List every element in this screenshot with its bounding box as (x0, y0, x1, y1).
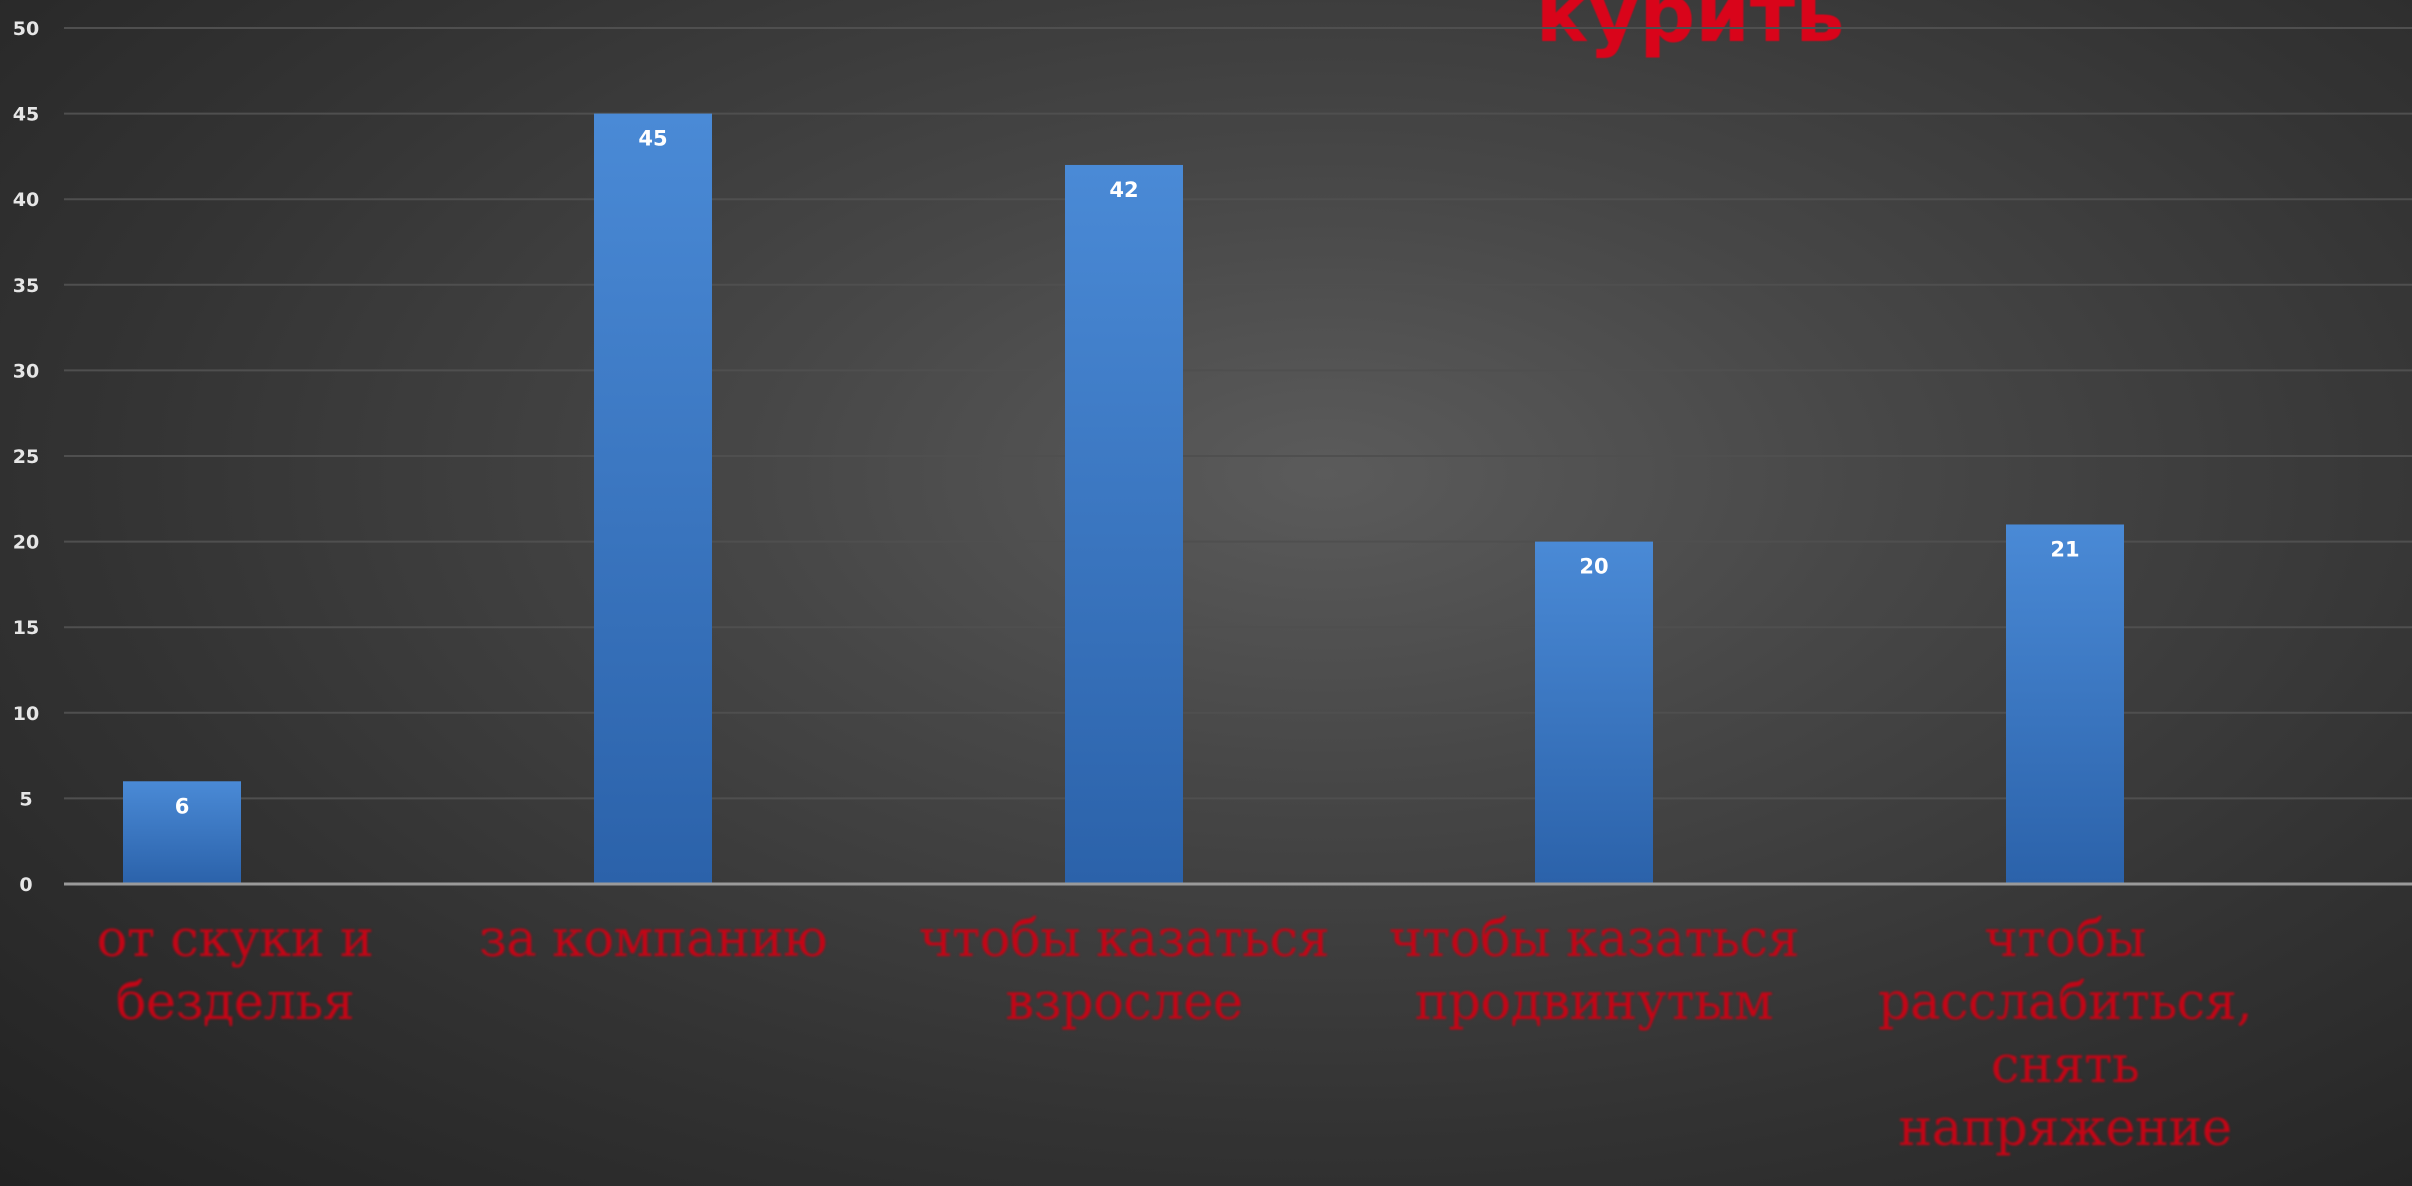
y-tick-label: 25 (13, 446, 39, 468)
y-tick-label: 45 (13, 104, 39, 126)
data-label: 42 (1109, 178, 1138, 202)
bar (594, 113, 712, 885)
y-axis-ticks: 0 5 10 15 20 25 30 35 40 45 50 (13, 18, 39, 896)
y-tick-label: 20 (13, 532, 39, 554)
y-tick-label: 35 (13, 275, 39, 297)
y-tick-label: 0 (19, 874, 32, 896)
y-tick-label: 15 (13, 617, 39, 639)
chart-title: курить (1535, 0, 1845, 60)
category-label-4: чтобы расслабиться, снять напряжение (1877, 910, 2253, 1158)
data-label: 20 (1579, 555, 1608, 579)
data-label: 21 (2050, 537, 2079, 561)
bar (123, 781, 241, 884)
bar (1535, 541, 1653, 884)
category-label-1: за компанию (479, 910, 827, 969)
bar (1065, 164, 1183, 884)
y-tick-label: 40 (13, 189, 39, 211)
data-label: 45 (638, 127, 667, 151)
gridlines (64, 27, 2412, 800)
y-tick-label: 10 (13, 703, 39, 725)
data-labels: 6 45 42 20 21 (175, 127, 2080, 819)
y-tick-label: 30 (13, 360, 39, 382)
category-label-0: от скуки и безделья (96, 910, 374, 1032)
category-label-3: чтобы казаться продвинутым (1388, 910, 1800, 1032)
data-label: 6 (175, 794, 190, 818)
bars (123, 113, 2124, 885)
category-label-2: чтобы казаться взрослее (918, 910, 1330, 1032)
y-tick-label: 5 (19, 788, 32, 810)
y-tick-label: 50 (13, 18, 39, 40)
bar (2006, 524, 2124, 884)
